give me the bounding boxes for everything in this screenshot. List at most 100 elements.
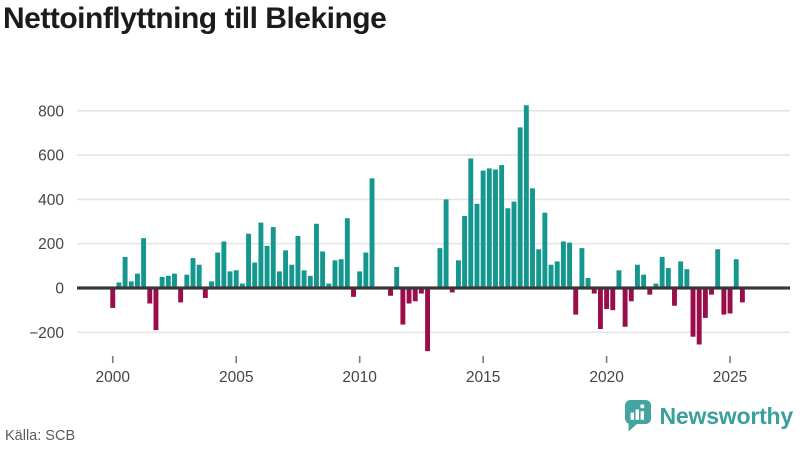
y-axis-label: 0	[55, 281, 64, 298]
bar-2002Q2	[165, 275, 171, 288]
bar-2016Q4	[523, 105, 529, 288]
bar-2006Q2	[264, 245, 270, 288]
bar-2004Q2	[215, 252, 221, 288]
bar-2012Q1	[406, 288, 412, 304]
bar-2020Q4	[622, 288, 628, 327]
logo-bar-icon	[640, 411, 644, 420]
bar-2022Q1	[653, 283, 659, 288]
bar-2017Q1	[530, 188, 535, 288]
bar-2001Q1	[134, 273, 140, 288]
bar-2024Q4	[721, 288, 727, 315]
bar-2009Q3	[344, 218, 350, 288]
bar-2015Q4	[499, 165, 505, 288]
y-axis-label: −200	[29, 325, 64, 342]
bar-2010Q2	[363, 252, 369, 288]
bar-2018Q1	[554, 261, 560, 288]
bar-2001Q3	[147, 288, 153, 304]
bar-2001Q2	[141, 238, 147, 288]
bar-2025Q1	[727, 288, 733, 314]
logo-bar-icon	[635, 409, 639, 420]
bar-2006Q4	[276, 271, 282, 288]
source-note: Källa: SCB	[5, 428, 76, 444]
bar-2018Q4	[573, 288, 579, 315]
bar-2023Q1	[678, 261, 684, 288]
zero-line	[77, 286, 790, 290]
bar-2015Q1	[480, 170, 486, 288]
bar-2023Q4	[696, 288, 702, 345]
bar-2003Q4	[202, 288, 208, 298]
bar-2022Q3	[665, 268, 671, 288]
y-axis-label: 800	[38, 103, 64, 120]
bar-2002Q3	[172, 273, 177, 288]
bar-2007Q2	[289, 264, 295, 288]
bar-2000Q1	[110, 288, 116, 308]
bar-2005Q3	[246, 233, 252, 288]
bar-2018Q3	[567, 242, 572, 288]
bar-2025Q3	[739, 288, 745, 303]
chart-title: Nettoinflyttning till Blekinge	[3, 2, 387, 35]
bar-2017Q3	[542, 212, 548, 288]
bar-2004Q4	[227, 271, 233, 288]
logo-exclamation-dot-icon	[639, 404, 644, 409]
x-axis-label: 2005	[219, 369, 253, 386]
bar-2000Q3	[122, 256, 128, 288]
bar-2008Q4	[326, 283, 332, 288]
bar-2021Q2	[635, 264, 640, 288]
bar-2003Q3	[196, 264, 202, 288]
bar-2000Q4	[128, 281, 134, 289]
bar-2020Q2	[610, 288, 616, 311]
bar-2016Q1	[505, 208, 511, 288]
bar-2007Q1	[283, 250, 289, 288]
bar-2008Q2	[314, 223, 319, 288]
bar-2013Q4	[449, 288, 455, 293]
bar-2015Q3	[493, 169, 498, 288]
bar-2021Q3	[641, 274, 647, 288]
y-axis-label: 200	[38, 236, 64, 253]
bar-2021Q1	[628, 288, 634, 302]
bar-2013Q3	[443, 199, 449, 288]
bar-2004Q1	[209, 281, 214, 289]
bar-2006Q1	[258, 222, 264, 288]
bar-2023Q2	[684, 269, 690, 288]
bar-2005Q2	[239, 283, 245, 288]
bar-2025Q2	[733, 259, 739, 288]
bar-2014Q4	[474, 203, 480, 288]
bar-2008Q1	[307, 275, 313, 288]
bar-2019Q3	[591, 288, 597, 294]
bar-2013Q2	[437, 248, 443, 288]
x-axis-label: 2020	[589, 369, 624, 386]
bar-2014Q2	[462, 216, 468, 288]
bar-2012Q3	[418, 288, 424, 294]
x-axis-label: 2025	[713, 369, 747, 386]
bar-2021Q4	[647, 288, 653, 295]
bar-2011Q2	[388, 288, 393, 296]
bar-2007Q3	[295, 235, 301, 288]
bar-2016Q2	[511, 201, 517, 289]
bar-2010Q1	[357, 271, 363, 288]
bar-2014Q1	[455, 260, 461, 288]
x-axis-label: 2010	[342, 369, 377, 386]
newsworthy-logo[interactable]: Newsworthy	[624, 400, 793, 432]
bar-2012Q4	[425, 288, 431, 352]
bar-2019Q1	[579, 248, 585, 288]
bar-2005Q1	[233, 270, 239, 288]
bar-2003Q2	[190, 258, 196, 288]
bar-2001Q4	[153, 288, 159, 331]
bar-2011Q3	[394, 266, 400, 288]
bar-2007Q4	[301, 270, 307, 288]
bar-2004Q3	[221, 241, 227, 289]
bar-2009Q2	[338, 259, 344, 288]
bar-2006Q3	[270, 227, 276, 288]
bar-2002Q4	[178, 288, 184, 303]
bar-2003Q1	[184, 274, 190, 288]
bar-2018Q2	[560, 241, 566, 289]
x-axis-label: 2015	[466, 369, 500, 386]
bar-2024Q3	[715, 249, 721, 288]
bar-2002Q1	[159, 276, 165, 288]
bar-2012Q2	[412, 288, 418, 302]
logo-bar-icon	[630, 412, 634, 420]
y-axis-label: 400	[38, 192, 64, 209]
bar-2000Q2	[116, 282, 122, 288]
